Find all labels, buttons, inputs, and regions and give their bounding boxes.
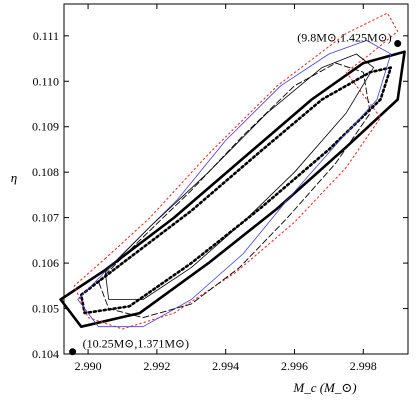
y-tick-label: 0.106 bbox=[32, 256, 59, 270]
x-axis-label: M_c (M_⊙) bbox=[292, 380, 356, 395]
x-axis-ticks: 2.990 2.992 2.994 2.996 2.998 bbox=[75, 4, 377, 373]
contour-curves bbox=[59, 12, 406, 330]
y-tick-label: 0.107 bbox=[32, 211, 59, 225]
y-tick-label: 0.105 bbox=[32, 302, 59, 316]
y-tick-label: 0.111 bbox=[33, 29, 59, 43]
y-axis-ticks: 0.104 0.105 0.106 0.107 0.108 0.109 0.110 0.111 bbox=[32, 29, 408, 361]
y-tick-label: 0.109 bbox=[32, 120, 59, 134]
contour-solid-thin bbox=[77, 40, 392, 328]
mass-points: (9.8M⊙,1.425M⊙) (10.25M⊙,1.371M⊙) bbox=[69, 31, 402, 356]
x-tick-label: 2.992 bbox=[143, 359, 170, 373]
plot-frame bbox=[63, 3, 409, 355]
contour-dotted bbox=[73, 12, 399, 330]
mass-point-marker bbox=[69, 348, 77, 356]
contour-dotted-thick bbox=[79, 66, 393, 315]
x-tick-label: 2.996 bbox=[281, 359, 308, 373]
mass-point-marker bbox=[394, 40, 402, 48]
contour-dashed-thin bbox=[97, 62, 371, 319]
y-tick-label: 0.104 bbox=[32, 347, 59, 361]
y-tick-label: 0.108 bbox=[32, 165, 59, 179]
mass-point-label: (10.25M⊙,1.371M⊙) bbox=[83, 337, 189, 351]
x-tick-label: 2.998 bbox=[350, 359, 377, 373]
y-axis-label: η bbox=[11, 170, 17, 185]
contour-solid-thick bbox=[59, 50, 406, 329]
y-tick-label: 0.110 bbox=[32, 74, 59, 88]
x-tick-label: 2.990 bbox=[75, 359, 102, 373]
contour-solid-thin bbox=[104, 53, 375, 300]
mass-point-label: (9.8M⊙,1.425M⊙) bbox=[297, 31, 391, 45]
x-tick-label: 2.994 bbox=[212, 359, 239, 373]
